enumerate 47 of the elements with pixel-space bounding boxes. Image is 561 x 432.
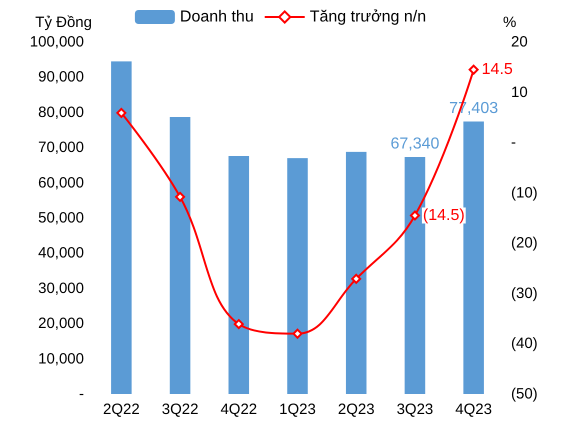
y2-tick-label: 10 [511,84,528,101]
point [351,274,362,284]
y2-tick-label: (50) [511,386,538,402]
x-tick-label: 1Q23 [279,401,316,418]
x-tick-label: 4Q23 [455,401,492,418]
bar [463,122,484,394]
y-tick-label: 40,000 [38,244,84,262]
y-tick-label: - [79,386,84,402]
y-tick-label: 10,000 [38,350,84,368]
legend-label: Doanh thu [180,8,254,26]
point [234,319,244,330]
point [292,328,302,339]
y-tick-label: 20,000 [38,315,84,332]
point [468,64,479,75]
y2-axis-title: % [503,14,516,31]
y-tick-label: 90,000 [38,68,84,86]
y-tick-label: 50,000 [38,210,84,226]
bar [170,116,190,394]
legend-label: Tăng trưởng n/n [310,8,426,26]
y2-tick-label: (30) [511,284,538,302]
bar [404,156,426,394]
x-tick-label: 2Q23 [338,401,375,418]
y2-tick-label: 20 [511,34,528,50]
data-label: 67,340 [390,135,440,152]
x-tick-label: 2Q22 [103,401,140,418]
point [410,210,420,220]
bar [228,156,250,394]
y-tick-label: 80,000 [38,104,84,121]
x-tick-label: 3Q22 [162,401,198,418]
y-tick-label: 100,000 [30,34,84,50]
x-tick-label: 4Q22 [220,401,258,418]
y2-tick-label: (40) [511,335,538,352]
data-label: 14.5 [482,61,513,78]
y2-tick-label: (10) [511,184,538,202]
bar [111,61,132,394]
bar [346,152,366,394]
y-axis-title: Tỷ Đồng [35,14,92,31]
y2-tick-label: (20) [511,234,538,252]
point [116,108,126,118]
y-tick-label: 30,000 [38,280,84,297]
point [175,192,186,202]
y2-tick-label: - [511,134,516,152]
x-tick-label: 3Q23 [396,401,434,418]
y-tick-label: 60,000 [38,174,84,192]
data-label: (14.5) [422,206,465,224]
bar [287,158,308,394]
y-tick-label: 70,000 [38,139,84,156]
